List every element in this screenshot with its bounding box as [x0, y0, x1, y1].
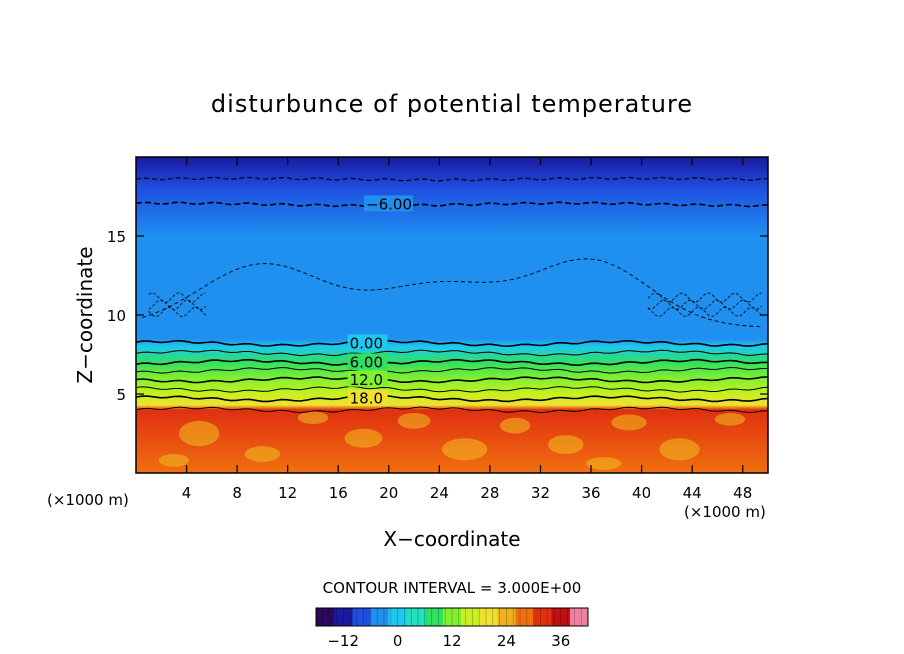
- contour-line: [136, 358, 768, 367]
- x-tick-label: 8: [232, 484, 242, 502]
- warm-patch: [659, 438, 700, 461]
- y-tick-label: 10: [107, 307, 126, 325]
- warm-patch: [611, 414, 647, 431]
- x-tick-label: 20: [379, 484, 398, 502]
- colorbar-fill: [316, 608, 588, 626]
- contour-line: [136, 406, 768, 414]
- contour-interval: CONTOUR INTERVAL = 3.000E+00: [323, 579, 582, 597]
- bottom-patches: [158, 411, 746, 470]
- contour-label-bg: [364, 195, 414, 212]
- x-axis-ticks: 4 8 12 16 20 24 28 32 36 40 44 48: [182, 157, 752, 502]
- y-axis-label: Z−coordinate: [73, 246, 97, 383]
- colorbar-tick-labels: −12 0 12 24 36: [327, 632, 570, 650]
- warm-patch: [441, 438, 488, 461]
- x-tick-label: 12: [278, 484, 297, 502]
- contour-label-bg: [347, 389, 388, 406]
- contour-label: 0.00: [350, 334, 383, 352]
- x-tick-label: 48: [733, 484, 752, 502]
- contour-label-bg: [347, 370, 388, 387]
- warm-patch: [714, 412, 746, 426]
- x-tick-label: 16: [329, 484, 348, 502]
- contour-line: [136, 366, 768, 374]
- x-tick-label: 36: [581, 484, 600, 502]
- contour-label: 6.00: [350, 353, 383, 371]
- contour-line-negative: [148, 306, 206, 318]
- warm-patch: [297, 411, 329, 425]
- contour-line: [136, 395, 768, 403]
- colorbar-tick-label: −12: [327, 632, 359, 650]
- contour-line-negative: [647, 299, 762, 310]
- colorbar-frame: [315, 607, 589, 627]
- colorbar-separators: [322, 608, 582, 626]
- contour-label: 18.0: [350, 390, 383, 408]
- contour-line-negative: [647, 306, 762, 318]
- warm-patch: [244, 446, 281, 462]
- y-tick-label: 15: [107, 228, 126, 246]
- contour-line-negative: [136, 176, 768, 182]
- x-tick-label: 28: [480, 484, 499, 502]
- warm-patch: [178, 420, 220, 447]
- contour-label: 12.0: [350, 371, 383, 389]
- contour-line-negative: [136, 201, 768, 208]
- contour-line-negative: [148, 292, 206, 303]
- x-tick-label: 24: [430, 484, 449, 502]
- x-unit-right: (×1000 m): [684, 503, 766, 521]
- colorbar-tick-label: 36: [551, 632, 570, 650]
- warm-patch: [500, 417, 531, 434]
- contour-line: [136, 376, 768, 384]
- y-tick-label: 5: [116, 386, 126, 404]
- contour-line: [136, 385, 768, 393]
- colorbar-tick-label: 24: [497, 632, 516, 650]
- x-tick-label: 44: [683, 484, 702, 502]
- x-tick-label: 32: [531, 484, 550, 502]
- contour-line: [136, 339, 768, 348]
- warm-patch: [585, 457, 622, 470]
- warm-patch: [158, 454, 190, 467]
- contour-line-negative: [148, 299, 206, 310]
- warm-patch: [397, 412, 431, 429]
- contour-line: [136, 349, 768, 357]
- contour-lines: [136, 176, 768, 414]
- colorbar-tick-label: 12: [442, 632, 461, 650]
- heatmap-field: [136, 157, 768, 473]
- x-tick-label: 4: [182, 484, 192, 502]
- warm-patch: [548, 435, 584, 455]
- contour-label-bg: [347, 334, 388, 351]
- x-unit-left: (×1000 m): [47, 491, 129, 509]
- colorbar: −12 0 12 24 36: [315, 607, 589, 650]
- contour-line-negative: [142, 258, 762, 328]
- contour-label-bg: [347, 353, 388, 370]
- contour-label: −6.00: [366, 195, 412, 213]
- colorbar-tick-label: 0: [393, 632, 403, 650]
- x-tick-label: 40: [632, 484, 651, 502]
- warm-patch: [344, 428, 383, 448]
- contour-line-negative: [647, 292, 762, 303]
- y-axis-ticks: 5 10 15: [107, 228, 768, 404]
- chart-title: disturbunce of potential temperature: [211, 90, 693, 118]
- x-axis-label: X−coordinate: [383, 527, 520, 551]
